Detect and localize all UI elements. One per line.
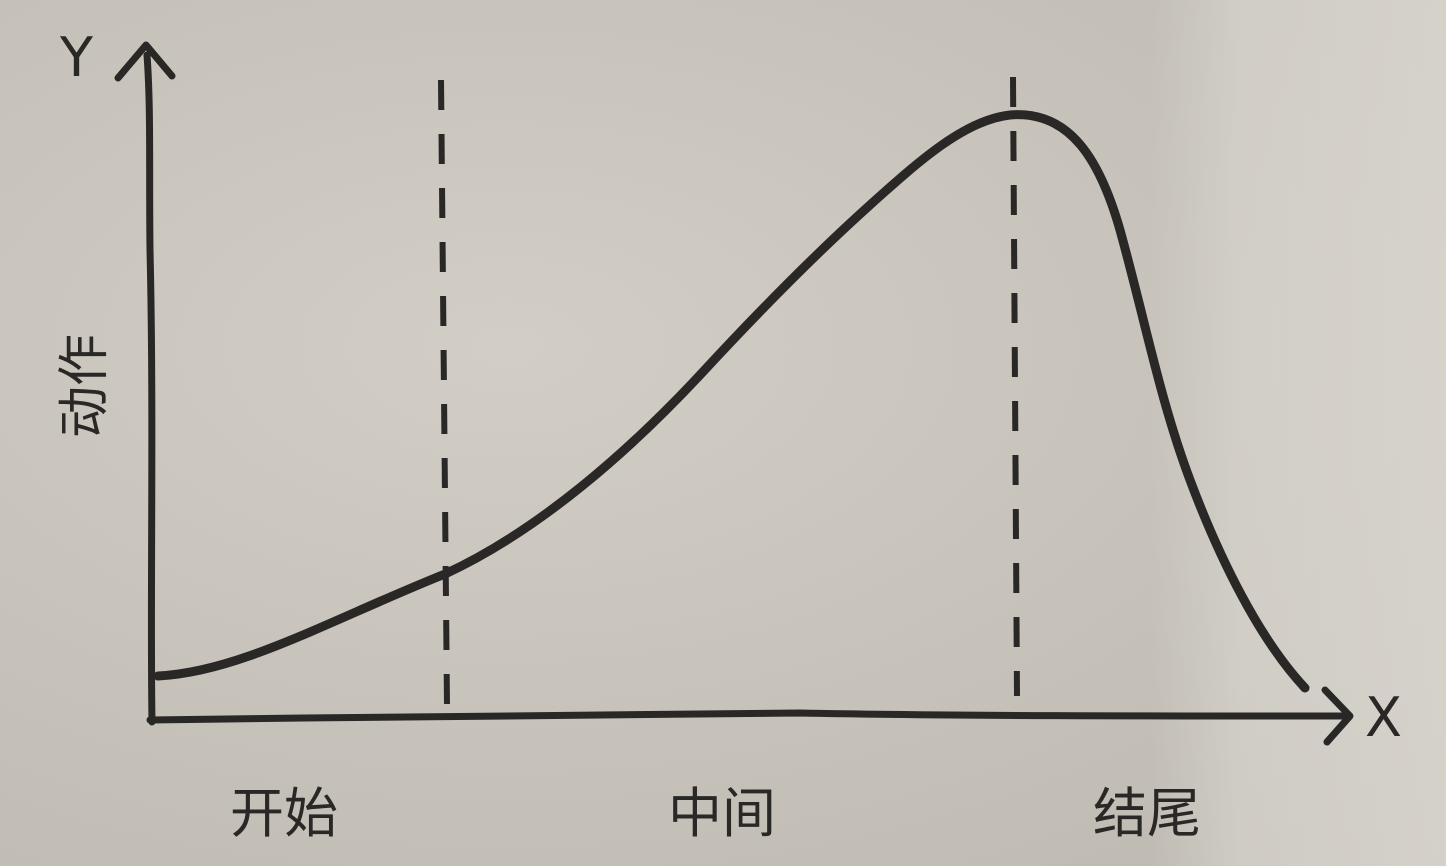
x-axis-arrowhead xyxy=(1321,686,1354,746)
x-axis-line xyxy=(146,709,1349,724)
section-label-end: 结尾 xyxy=(1093,782,1201,845)
y-axis-label: 动作 xyxy=(55,334,115,438)
y-axis-line xyxy=(143,51,156,726)
divider-line-middle-end xyxy=(1010,76,1020,697)
background-paper-edge xyxy=(1150,0,1446,866)
y-axis-letter: Y xyxy=(59,26,94,89)
x-axis-letter: X xyxy=(1365,686,1402,749)
divider-line-beginning-middle xyxy=(438,79,450,706)
section-label-beginning: 开始 xyxy=(230,782,338,845)
section-label-middle: 中间 xyxy=(668,782,776,845)
action-curve xyxy=(153,110,1310,693)
y-axis-arrowhead xyxy=(114,41,176,82)
